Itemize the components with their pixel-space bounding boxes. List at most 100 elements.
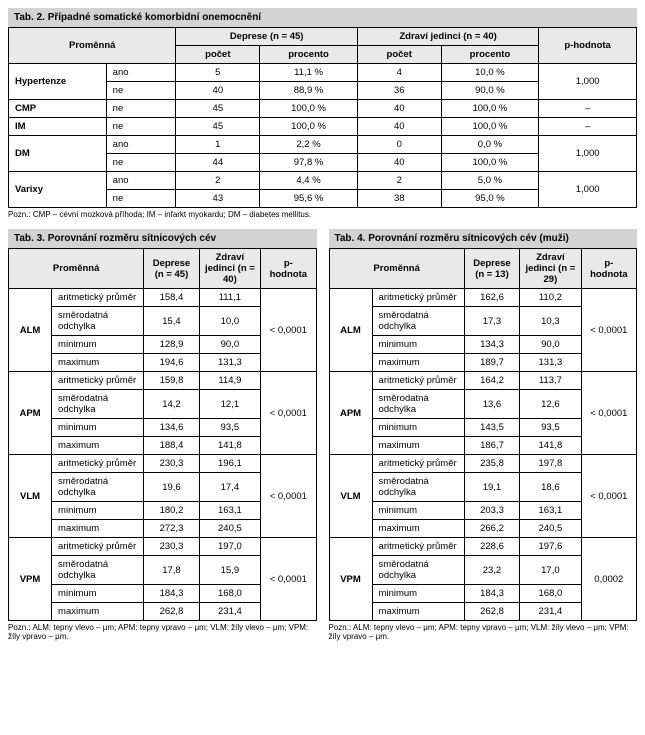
t2-sub: ne (106, 154, 176, 172)
stat-label: minimum (372, 419, 464, 437)
table2: Proměnná Deprese (n = 45) Zdraví jedinci… (8, 27, 637, 208)
stat-label: směrodatná odchylka (372, 307, 464, 336)
t2-cell: 45 (176, 100, 260, 118)
t2-cell: 36 (357, 82, 441, 100)
stat-hc: 197,8 (520, 455, 582, 473)
stat-label: maximum (372, 520, 464, 538)
stat-dep: 266,2 (464, 520, 519, 538)
stat-dep: 23,2 (464, 556, 519, 585)
t2-cell: 38 (357, 190, 441, 208)
t2-sub: ne (106, 190, 176, 208)
stat-dep: 158,4 (144, 289, 199, 307)
t2-cell: 40 (176, 82, 260, 100)
stat-dep: 19,1 (464, 473, 519, 502)
stat-dep: 19,6 (144, 473, 199, 502)
t2-cell: 43 (176, 190, 260, 208)
stat-dep: 184,3 (144, 585, 199, 603)
stat-label: maximum (372, 354, 464, 372)
group-name: APM (9, 372, 52, 455)
t2-sub: ne (106, 100, 176, 118)
stat-dep: 162,6 (464, 289, 519, 307)
th-group2: Zdraví jedinci (n = 40) (357, 28, 538, 46)
t2-cell: 11,1 % (260, 64, 358, 82)
t2-cell: 95,6 % (260, 190, 358, 208)
th-count1: počet (176, 46, 260, 64)
stat-hc: 17,0 (520, 556, 582, 585)
t2-sub: ne (106, 118, 176, 136)
stat-label: maximum (52, 603, 144, 621)
stat-label: minimum (52, 502, 144, 520)
stat-label: směrodatná odchylka (52, 307, 144, 336)
stat-label: směrodatná odchylka (372, 473, 464, 502)
t2-cell: 5,0 % (441, 172, 539, 190)
t2-var: CMP (9, 100, 107, 118)
stat-label: maximum (52, 354, 144, 372)
stat-hc: 12,1 (199, 390, 261, 419)
stat-label: maximum (372, 437, 464, 455)
stat-dep: 14,2 (144, 390, 199, 419)
stat-pval: < 0,0001 (261, 455, 316, 538)
stat-hc: 114,9 (199, 372, 261, 390)
th-percent1: procento (260, 46, 358, 64)
stat-hc: 10,0 (199, 307, 261, 336)
stat-hc: 197,0 (199, 538, 261, 556)
stat-hc: 141,8 (199, 437, 261, 455)
stat-dep: 235,8 (464, 455, 519, 473)
t2-sub: ano (106, 172, 176, 190)
t2-cell: 0 (357, 136, 441, 154)
stat-label: minimum (372, 502, 464, 520)
stat-label: maximum (52, 437, 144, 455)
th-count2: počet (357, 46, 441, 64)
stat-dep: 180,2 (144, 502, 199, 520)
stat-hc: 131,3 (199, 354, 261, 372)
stat-label: směrodatná odchylka (372, 390, 464, 419)
stat-label: minimum (372, 585, 464, 603)
stat-dep: 134,6 (144, 419, 199, 437)
stat-dep: 186,7 (464, 437, 519, 455)
t2-cell: 2,2 % (260, 136, 358, 154)
t2-cell: 10,0 % (441, 64, 539, 82)
t4-th-dep: Deprese (n = 13) (464, 249, 519, 289)
t2-cell: 40 (357, 154, 441, 172)
t4-th-pval: p-hodnota (581, 249, 636, 289)
t2-cell: 40 (357, 118, 441, 136)
t2-var: IM (9, 118, 107, 136)
stat-hc: 168,0 (520, 585, 582, 603)
t3-th-dep: Deprese (n = 45) (144, 249, 199, 289)
stat-label: směrodatná odchylka (52, 390, 144, 419)
stat-label: aritmetický průměr (372, 455, 464, 473)
t4-th-hc: Zdraví jedinci (n = 29) (520, 249, 582, 289)
t3-th-pval: p-hodnota (261, 249, 316, 289)
t2-cell: 5 (176, 64, 260, 82)
t2-pval: 1,000 (539, 64, 637, 100)
stat-label: maximum (52, 520, 144, 538)
th-percent2: procento (441, 46, 539, 64)
stat-label: aritmetický průměr (372, 289, 464, 307)
stat-dep: 184,3 (464, 585, 519, 603)
t2-cell: 4 (357, 64, 441, 82)
t2-cell: 100,0 % (441, 154, 539, 172)
t3-th-var: Proměnná (9, 249, 144, 289)
stat-dep: 189,7 (464, 354, 519, 372)
stat-hc: 163,1 (520, 502, 582, 520)
stat-dep: 262,8 (144, 603, 199, 621)
group-name: APM (329, 372, 372, 455)
t2-cell: 90,0 % (441, 82, 539, 100)
t2-pval: – (539, 100, 637, 118)
t2-cell: 100,0 % (260, 118, 358, 136)
stat-hc: 196,1 (199, 455, 261, 473)
stat-label: směrodatná odchylka (52, 473, 144, 502)
stat-hc: 110,2 (520, 289, 582, 307)
stat-dep: 17,8 (144, 556, 199, 585)
t4-th-var: Proměnná (329, 249, 464, 289)
t2-var: DM (9, 136, 107, 172)
t2-cell: 88,9 % (260, 82, 358, 100)
table3-title: Tab. 3. Porovnání rozměru sítnicových cé… (8, 229, 317, 248)
stat-dep: 13,6 (464, 390, 519, 419)
th-group1: Deprese (n = 45) (176, 28, 357, 46)
stat-dep: 15,4 (144, 307, 199, 336)
stat-dep: 230,3 (144, 538, 199, 556)
stat-label: aritmetický průměr (52, 372, 144, 390)
t2-cell: 45 (176, 118, 260, 136)
t2-sub: ne (106, 82, 176, 100)
